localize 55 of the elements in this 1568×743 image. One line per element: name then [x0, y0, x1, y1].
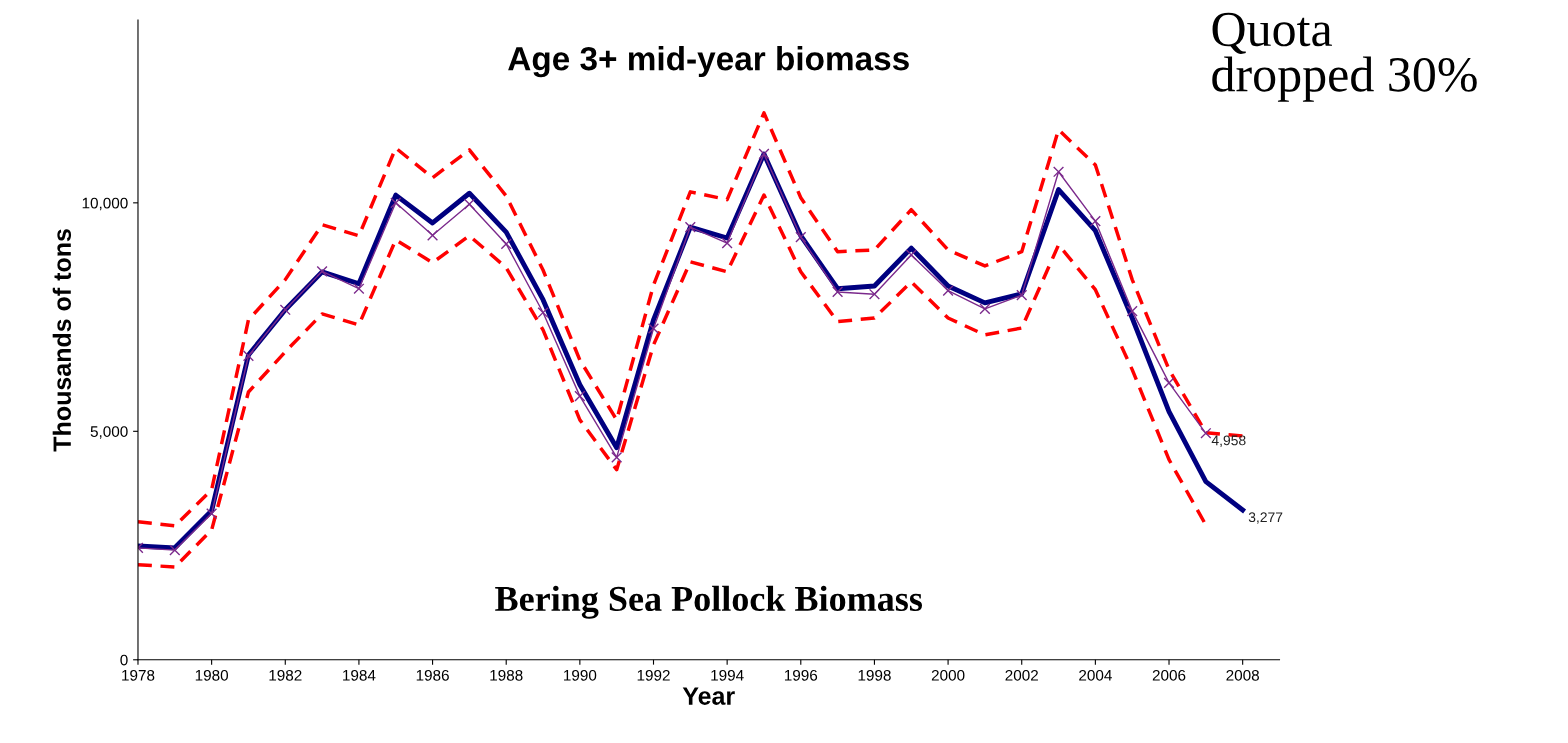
point — [206, 508, 218, 520]
point — [500, 238, 512, 250]
annotation: Quota dropped 30% — [1212, 12, 1477, 102]
point — [979, 303, 991, 315]
y-tick-label: 5,000 — [90, 426, 128, 439]
x-tick-label: 1992 — [637, 669, 670, 681]
point — [1016, 289, 1028, 301]
point — [942, 285, 954, 297]
point — [1163, 377, 1175, 389]
x-tick-label: 1998 — [858, 669, 891, 681]
x-tick-label: 1978 — [122, 669, 155, 681]
point — [427, 229, 439, 241]
point — [795, 231, 807, 243]
y-axis-title: Thousands of tons — [52, 229, 72, 452]
x-tick-label: 2006 — [1152, 669, 1186, 681]
point — [832, 286, 844, 298]
x-tick-label: 1996 — [784, 669, 818, 681]
x-tick-label: 2000 — [931, 669, 965, 681]
point — [574, 390, 586, 402]
point — [169, 544, 181, 556]
point — [390, 197, 402, 209]
point — [353, 283, 365, 295]
point — [316, 265, 328, 277]
x-tick-label: 1988 — [490, 669, 523, 681]
x-tick-label: 1980 — [195, 669, 229, 681]
text: Age 3+ mid-year biomass — [508, 46, 909, 78]
point — [242, 350, 255, 362]
text: Bering Sea Pollock Biomass — [495, 585, 923, 619]
point — [868, 288, 880, 300]
point — [1126, 305, 1138, 317]
point — [279, 304, 291, 316]
data-label: 3,277 — [1248, 512, 1283, 524]
y-tick-label: 10,000 — [82, 197, 128, 211]
point — [1052, 166, 1065, 178]
x-tick-label: 1982 — [269, 669, 302, 681]
point — [463, 198, 475, 210]
x-tick-label: 2002 — [1005, 669, 1038, 681]
x-tick-label: 2004 — [1079, 669, 1112, 681]
point — [721, 237, 733, 249]
x-tick-label: 1986 — [416, 669, 449, 681]
y-tick-label: 0 — [120, 654, 128, 666]
point — [611, 451, 623, 463]
point — [905, 249, 917, 261]
point — [537, 306, 549, 319]
point — [684, 221, 696, 233]
x-tick-label: 1994 — [711, 669, 744, 681]
point — [1200, 427, 1212, 439]
x-tick-label: 2008 — [1226, 669, 1259, 681]
point — [758, 148, 770, 160]
data-label: 4,958 — [1211, 435, 1246, 447]
x-tick-label: 1990 — [564, 669, 597, 681]
x-axis-title: Year — [682, 687, 735, 705]
point — [1089, 215, 1101, 227]
point — [647, 322, 660, 335]
x-tick-label: 1984 — [343, 669, 376, 681]
